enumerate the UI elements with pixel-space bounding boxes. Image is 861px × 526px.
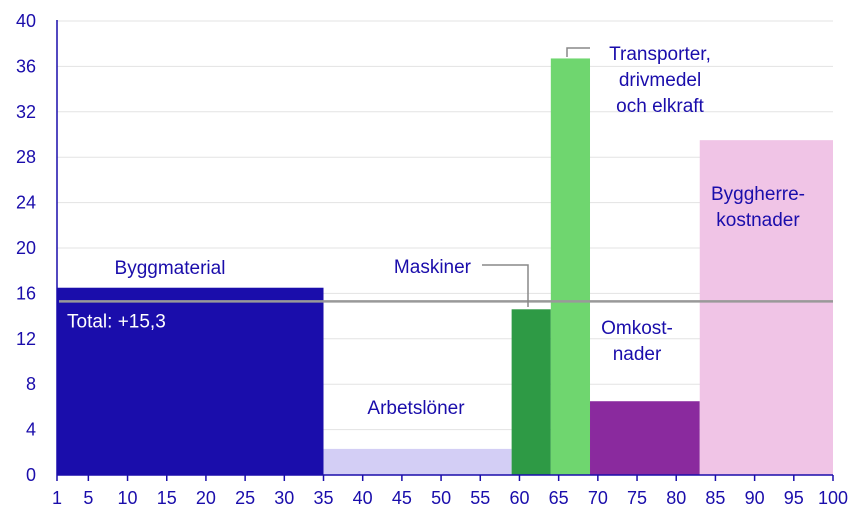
x-tick-label: 85 <box>705 488 725 508</box>
y-tick-label: 16 <box>16 283 36 303</box>
x-tick-label: 80 <box>666 488 686 508</box>
x-tick-label: 55 <box>470 488 490 508</box>
bar-label: drivmedel <box>619 70 701 91</box>
y-tick-label: 36 <box>16 56 36 76</box>
x-tick-label: 60 <box>509 488 529 508</box>
x-tick-label: 100 <box>818 488 848 508</box>
bars <box>57 58 833 476</box>
bar-label: nader <box>613 344 662 365</box>
y-tick-label: 24 <box>16 193 36 213</box>
x-tick-label: 15 <box>157 488 177 508</box>
bar-label: Maskiner <box>394 257 472 278</box>
x-tick-label: 90 <box>745 488 765 508</box>
y-tick-label: 8 <box>26 374 36 394</box>
x-tick-label: 50 <box>431 488 451 508</box>
bar-label: Byggmaterial <box>115 258 226 279</box>
x-tick-label: 10 <box>118 488 138 508</box>
x-tick-label: 70 <box>588 488 608 508</box>
x-tick-label: 1 <box>52 488 62 508</box>
leader-line <box>566 47 590 57</box>
bar-labels: Byggmaterial Arbetslöner Maskiner Transport… <box>115 44 805 419</box>
total-reference-line: Total: +15,3 <box>59 300 833 332</box>
bar-label: Omkost- <box>601 318 673 339</box>
x-tick-label: 65 <box>549 488 569 508</box>
bar-label: kostnader <box>716 210 800 231</box>
x-tick-label: 5 <box>83 488 93 508</box>
bar-label: Byggherre- <box>711 184 805 205</box>
bar-2 <box>323 448 512 475</box>
y-tick-label: 28 <box>16 147 36 167</box>
x-tick-label: 40 <box>353 488 373 508</box>
y-tick-label: 12 <box>16 329 36 349</box>
leader-line <box>482 264 529 307</box>
bar-4 <box>550 58 591 476</box>
x-tick-label: 35 <box>313 488 333 508</box>
x-tick-label: 95 <box>784 488 804 508</box>
x-tick-label: 30 <box>274 488 294 508</box>
bar-label: Arbetslöner <box>367 398 465 419</box>
bar-label: Transporter, <box>609 44 711 65</box>
y-tick-label: 32 <box>16 102 36 122</box>
x-tick-label: 45 <box>392 488 412 508</box>
y-tick-label: 0 <box>26 465 36 485</box>
y-tick-label: 20 <box>16 238 36 258</box>
x-tick-label: 20 <box>196 488 216 508</box>
bar-5 <box>590 401 700 475</box>
total-label: Total: +15,3 <box>67 311 166 332</box>
x-tick-label: 25 <box>235 488 255 508</box>
bar-6 <box>699 140 833 476</box>
y-tick-label: 40 <box>16 11 36 31</box>
bar-1 <box>57 287 324 475</box>
bar-label: och elkraft <box>616 96 704 117</box>
x-tick-label: 75 <box>627 488 647 508</box>
bar-3 <box>511 309 551 475</box>
y-tick-label: 4 <box>26 420 36 440</box>
